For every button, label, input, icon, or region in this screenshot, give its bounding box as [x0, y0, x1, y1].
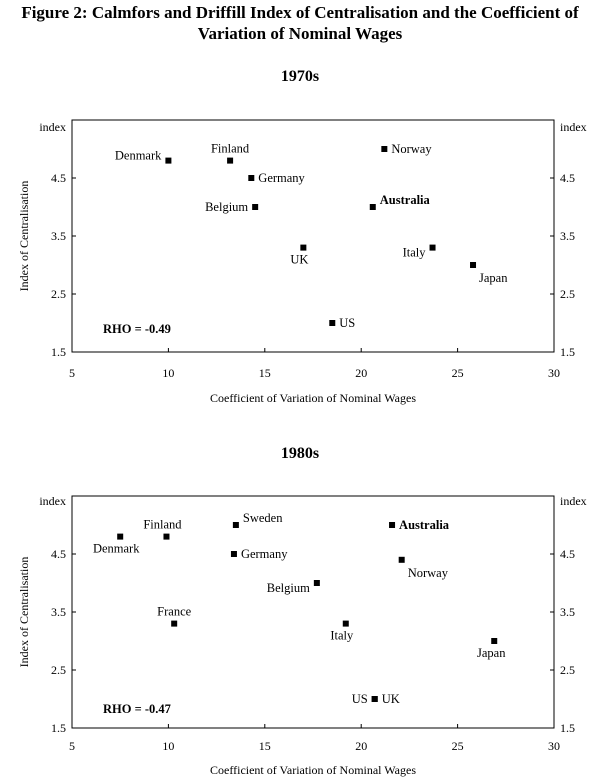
point-label-denmark: Denmark	[93, 542, 140, 556]
x-tick-label: 25	[452, 739, 464, 753]
point-label-us: US	[352, 692, 368, 706]
y-tick-label-left: 2.5	[51, 663, 66, 677]
data-point-italy	[429, 244, 436, 251]
point-label-france: France	[157, 605, 191, 619]
figure-title-line-1: Figure 2: Calmfors and Driffill Index of…	[21, 3, 579, 22]
data-point-belgium	[252, 204, 259, 210]
data-point-france	[171, 620, 178, 627]
y-tick-label-left: 4.5	[51, 547, 66, 561]
x-tick-label: 20	[355, 739, 367, 753]
y-unit-label-left: index	[39, 120, 66, 134]
data-point-australia	[389, 522, 396, 528]
point-label-finland: Finland	[211, 142, 250, 156]
x-tick-label: 15	[259, 366, 271, 380]
x-tick-label: 30	[548, 739, 560, 753]
point-label-italy: Italy	[330, 629, 354, 643]
data-point-germany	[230, 551, 237, 557]
data-point-finland	[227, 157, 234, 164]
rho-annotation: RHO = -0.47	[103, 702, 171, 716]
data-point-germany	[248, 175, 255, 181]
x-tick-label: 10	[162, 739, 174, 753]
y-tick-label-right: 1.5	[560, 721, 575, 735]
data-point-japan	[491, 638, 498, 644]
y-tick-label-right: 1.5	[560, 345, 575, 359]
point-label-uk: UK	[290, 253, 308, 267]
y-tick-label-right: 2.5	[560, 287, 575, 301]
point-label-denmark: Denmark	[115, 149, 162, 163]
point-label-norway: Norway	[408, 566, 449, 580]
x-tick-label: 25	[452, 366, 464, 380]
y-tick-label-right: 3.5	[560, 605, 575, 619]
data-point-australia	[369, 204, 376, 210]
y-tick-label-left: 2.5	[51, 287, 66, 301]
x-tick-label: 15	[259, 739, 271, 753]
x-axis-label: Coefficient of Variation of Nominal Wage…	[210, 391, 416, 405]
data-point-sweden	[232, 522, 239, 528]
rho-annotation: RHO = -0.49	[103, 322, 171, 336]
data-point-belgium	[313, 580, 320, 586]
y-tick-label-left: 4.5	[51, 171, 66, 185]
x-tick-label: 5	[69, 366, 75, 380]
x-tick-label: 20	[355, 366, 367, 380]
point-label-belgium: Belgium	[205, 200, 248, 214]
figure-title-line-2: Variation of Nominal Wages	[197, 24, 403, 43]
y-tick-label-left: 1.5	[51, 721, 66, 735]
data-point-uk	[371, 696, 378, 702]
data-point-us	[329, 320, 336, 326]
point-label-germany: Germany	[241, 547, 288, 561]
x-axis-label: Coefficient of Variation of Nominal Wage…	[210, 763, 416, 777]
chart-title: 1970s	[281, 68, 319, 85]
data-point-italy	[342, 620, 349, 627]
y-axis-label: Index of Centralisation	[17, 557, 31, 668]
point-label-belgium: Belgium	[267, 581, 310, 595]
point-label-norway: Norway	[391, 142, 432, 156]
point-label-finland: Finland	[143, 518, 182, 532]
point-label-us: US	[339, 316, 355, 330]
data-point-denmark	[117, 533, 124, 540]
point-label-japan: Japan	[477, 646, 506, 660]
data-point-uk	[300, 244, 307, 251]
y-tick-label-right: 2.5	[560, 663, 575, 677]
y-tick-label-left: 3.5	[51, 229, 66, 243]
point-label-germany: Germany	[258, 171, 305, 185]
chart-title: 1980s	[281, 445, 319, 462]
data-point-denmark	[165, 157, 172, 164]
y-tick-label-right: 4.5	[560, 547, 575, 561]
data-point-norway	[381, 146, 388, 152]
y-unit-label-right: index	[560, 120, 587, 134]
point-label-sweden: Sweden	[243, 511, 283, 525]
figure-title: Figure 2: Calmfors and Driffill Index of…	[0, 2, 600, 44]
data-point-norway	[398, 556, 405, 563]
x-tick-label: 30	[548, 366, 560, 380]
y-tick-label-left: 1.5	[51, 345, 66, 359]
y-unit-label-left: index	[39, 494, 66, 508]
y-tick-label-left: 3.5	[51, 605, 66, 619]
point-label-uk: UK	[382, 692, 400, 706]
data-point-japan	[470, 262, 477, 268]
point-label-italy: Italy	[403, 246, 427, 260]
point-label-japan: Japan	[479, 271, 508, 285]
y-axis-label: Index of Centralisation	[17, 181, 31, 292]
y-tick-label-right: 3.5	[560, 229, 575, 243]
x-tick-label: 10	[162, 366, 174, 380]
x-tick-label: 5	[69, 739, 75, 753]
point-label-australia: Australia	[380, 193, 431, 207]
point-label-australia: Australia	[399, 518, 450, 532]
y-tick-label-right: 4.5	[560, 171, 575, 185]
y-unit-label-right: index	[560, 494, 587, 508]
data-point-finland	[163, 533, 170, 540]
